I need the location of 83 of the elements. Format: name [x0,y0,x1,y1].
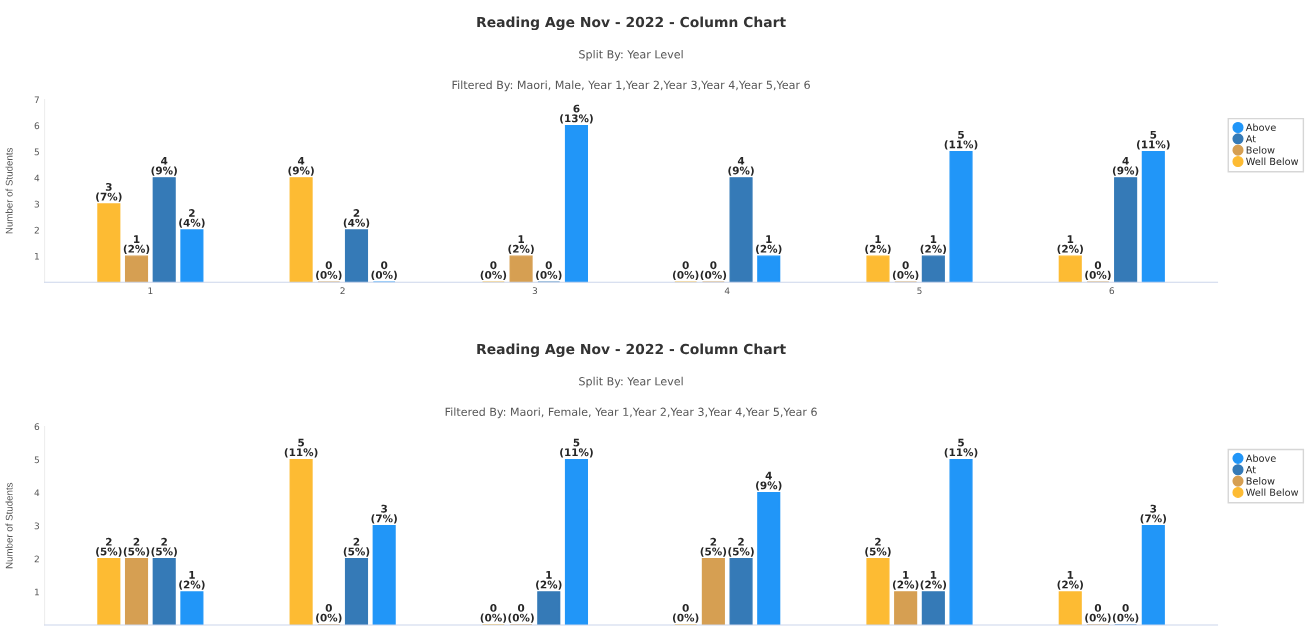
data-label: 2 (5%) [96,537,122,557]
text: Filtered By: Maori, Female, Year 1,Year 2,Year 3,Year 4,Year 5,Year 6 [445,407,817,419]
legend-label: Well Below [1246,157,1299,166]
y-tick-label: 2 [34,226,39,234]
data-label: 0 (0%) [316,603,342,623]
data-label: 4 (9%) [288,157,314,176]
data-label: 1 (2%) [920,571,947,590]
data-label: 1 (2%) [536,571,562,590]
data-label: 0 (0%) [480,603,507,623]
data-label: 3 (7%) [371,504,397,524]
data-label: 3 (7%) [96,182,122,202]
y-tick-label: 5 [34,148,39,156]
data-label: 1 (2%) [756,235,782,254]
data-label: 0 (0%) [480,261,507,281]
x-tick-label: 5 [917,287,922,295]
data-label: 1 (2%) [865,235,891,254]
data-label: 5 (11%) [560,438,593,458]
data-label: 0 (0%) [1085,603,1111,623]
legend-label: At [1245,466,1256,474]
data-label: 6 (13%) [560,104,593,124]
y-tick-label: 3 [34,522,40,530]
data-label: 0 (0%) [508,603,534,623]
y-tick-label: 6 [34,122,40,130]
data-label: 0 (0%) [1085,261,1111,281]
legend-label: Well Below [1246,488,1299,496]
data-label: 4 (9%) [1112,157,1139,176]
y-tick-label: 5 [34,456,39,464]
data-label: 2 (5%) [865,537,891,557]
data-label: 0 (0%) [892,261,919,281]
data-label: 5 (11%) [284,438,318,458]
chart-title: Reading Age Nov - 2022 - Column Chart [477,16,786,31]
data-label: 0 (0%) [536,261,562,281]
data-label: 2 (5%) [123,537,150,557]
data-label: 5 (11%) [944,130,978,150]
legend-label: Above [1245,123,1276,132]
data-label: 1 (2%) [508,235,534,254]
y-tick-label: 4 [34,489,40,497]
x-tick-label: 6 [1109,287,1115,295]
data-label: 0 (0%) [371,261,397,281]
text: Filtered By: Maori, Male, Year 1,Year 2,Year 3,Year 4,Year 5,Year 6 [452,80,810,92]
y-tick-label: 6 [34,423,40,431]
data-label: 0 (0%) [672,603,699,623]
y-axis-title: Number of Students [5,482,13,569]
data-label: 1 (2%) [920,235,947,254]
legend-label: Below [1246,146,1275,154]
data-label: 4 (9%) [151,157,177,176]
data-label: 1 (2%) [123,235,150,254]
data-label: 4 (9%) [728,157,754,176]
legend-label: Above [1245,454,1276,462]
data-label: 0 (0%) [1112,603,1139,623]
chart-subtitle: Split By: Year Level [579,49,683,61]
y-tick-label: 2 [34,555,39,563]
legend-label: Below [1246,477,1275,485]
x-tick-label: 3 [532,287,538,295]
data-label: 2 (5%) [728,537,754,557]
data-label: 1 (2%) [179,571,205,590]
data-label: 5 (11%) [1136,130,1170,150]
data-label: 4 (9%) [756,471,782,491]
y-tick-label: 1 [34,252,39,260]
data-label: 2 (4%) [343,209,370,228]
chart-subtitle: Split By: Year Level [579,376,683,388]
data-label: 5 (11%) [944,438,978,458]
data-label: 2 (4%) [179,209,205,228]
data-label: 0 (0%) [672,261,699,281]
x-tick-label: 4 [724,287,730,294]
y-tick-label: 4 [34,174,40,182]
x-tick-label: 1 [148,287,153,294]
x-tick-label: 2 [340,287,345,294]
legend-label: At [1245,135,1256,143]
data-label: 1 (2%) [1057,571,1083,590]
data-label: 2 (5%) [700,537,727,557]
data-label: 3 (7%) [1140,504,1167,524]
data-label: 0 (0%) [700,261,727,281]
data-label: 2 (5%) [343,537,370,557]
y-tick-label: 3 [34,200,40,208]
y-tick-label: 7 [34,96,39,103]
data-label: 2 (5%) [151,537,177,557]
data-label: 1 (2%) [1057,235,1083,254]
y-tick-label: 1 [34,588,39,596]
data-label: 0 (0%) [316,261,342,281]
data-label: 1 (2%) [892,571,919,590]
chart-title: Reading Age Nov - 2022 - Column Chart [477,343,786,358]
y-axis-title: Number of Students [5,148,13,234]
